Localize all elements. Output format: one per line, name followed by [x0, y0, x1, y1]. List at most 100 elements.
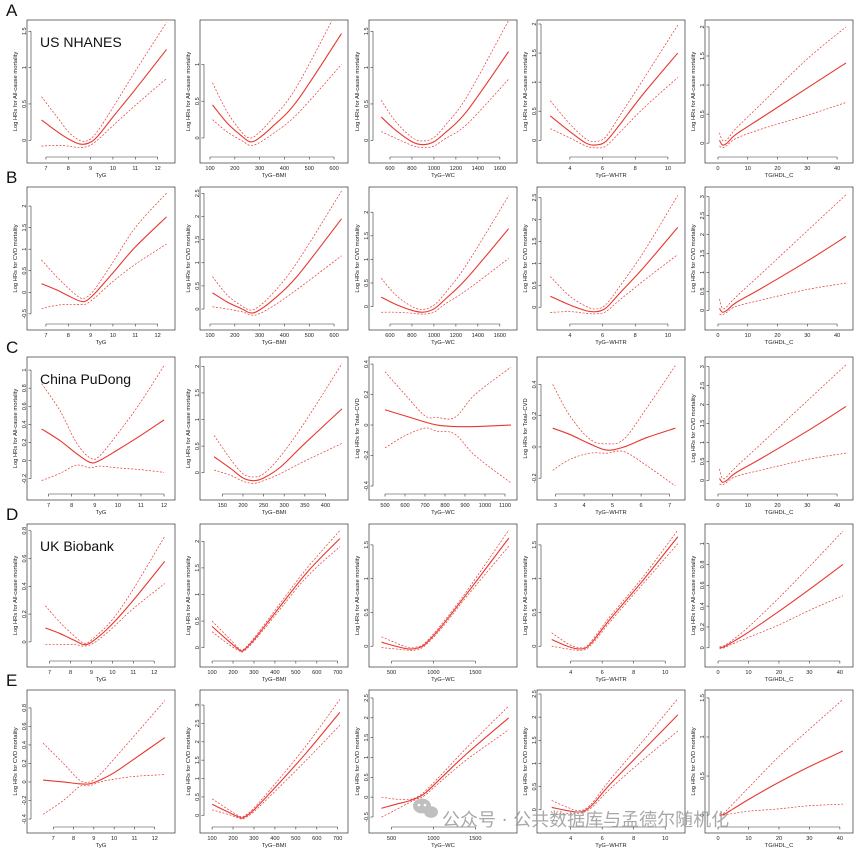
y-tick-label: 1.5 [195, 756, 201, 764]
y-tick-label: 0.4 [22, 741, 28, 749]
y-tick-label: 1 [22, 248, 28, 251]
y-tick-label: 0.2 [22, 439, 28, 447]
y-tick-label: 3 [700, 195, 706, 198]
x-axis-title: TyG−WHTR [595, 510, 626, 516]
x-tick-label: 10 [662, 836, 668, 842]
x-axis-title: TG/HDL_C [765, 843, 794, 849]
x-tick-label: 8 [72, 836, 75, 842]
x-axis-title: TG/HDL_C [765, 677, 794, 683]
upper-ci-curve [381, 529, 510, 649]
lower-ci-curve [552, 450, 676, 487]
spline-panel: 7 8 9 10 11 12 -0.4 -0.2 0 0.2 0.4 0.6 0.8 TyG Log HRs… [13, 689, 176, 849]
y-tick-label: 1 [195, 418, 201, 421]
x-tick-label: 10 [745, 333, 751, 339]
curve-group [380, 21, 510, 148]
x-tick-label: 11 [132, 333, 138, 339]
spline-panel: 100 200 300 400 500 600 0 0.5 1 TyG−BMI Log HRs fo… [186, 19, 349, 179]
x-tick-label: 10 [111, 836, 117, 842]
x-tick-label: 200 [230, 166, 239, 172]
x-tick-label: 500 [387, 836, 396, 842]
panel-frame [199, 19, 349, 164]
estimate-curve [211, 538, 341, 652]
y-tick-label: 1.5 [532, 49, 538, 57]
x-tick-label: 10 [665, 333, 671, 339]
spline-panel: 7 8 9 10 11 12 0 0.5 1 1.5 TyG Log HRs for All-caus… [13, 19, 176, 179]
lower-ci-curve [212, 64, 342, 146]
y-tick-label: 0.5 [364, 279, 370, 287]
y-axis-title: Log HRs for All-cause mortality [186, 52, 192, 132]
x-tick-label: 500 [291, 836, 300, 842]
cohort-label: China PuDong [40, 371, 131, 387]
upper-ci-curve [719, 194, 847, 310]
x-tick-label: 8 [67, 166, 70, 172]
x-tick-label: 500 [387, 670, 396, 676]
panel-frame [368, 186, 518, 331]
y-tick-label: 0.2 [22, 760, 28, 768]
upper-ci-curve [41, 365, 165, 460]
y-tick-label: 0 [22, 640, 28, 643]
curve-group [213, 363, 343, 484]
y-tick-label: 1.5 [22, 27, 28, 35]
x-axis-title: TyG−BMI [262, 340, 287, 346]
y-axis-title: Log HRs for All-cause mortality [355, 52, 361, 132]
y-axis-title: Log HRs for All-cause mortality [13, 52, 19, 132]
upper-ci-curve [212, 21, 333, 139]
lower-ci-curve [211, 725, 341, 820]
lower-ci-curve [719, 282, 847, 316]
x-tick-label: 30 [804, 333, 810, 339]
y-axis-title: Log HRs for All-cause mortality [691, 556, 697, 636]
spline-panel: 4 6 8 10 0 0.5 1 1.5 2 2.5 TyG−WHTR Log HRs for CVD… [523, 186, 686, 346]
x-tick-label: 10 [745, 503, 751, 509]
y-tick-label: 0 [195, 471, 201, 474]
wechat-bubble-icon [413, 798, 438, 818]
x-tick-label: 0 [716, 166, 719, 172]
x-tick-label: 600 [329, 333, 338, 339]
panel-frame [704, 689, 854, 834]
y-tick-label: 1.5 [700, 250, 706, 258]
x-tick-label: 6 [601, 836, 604, 842]
x-tick-label: 1500 [469, 670, 481, 676]
upper-ci-curve [212, 190, 342, 311]
spline-panel: 7 8 9 10 11 12 0 0.2 0.4 0.6 0.8 TyG Log HRs for All… [13, 523, 176, 683]
upper-ci-curve [719, 364, 847, 480]
x-tick-label: 500 [380, 503, 389, 509]
y-tick-label: 1 [195, 593, 201, 596]
y-tick-label: 0.5 [364, 773, 370, 781]
x-tick-label: 100 [205, 333, 214, 339]
x-tick-label: 10 [110, 333, 116, 339]
y-tick-label: 2 [22, 205, 28, 208]
lower-ci-curve [719, 803, 843, 817]
y-tick-label: -0.2 [364, 451, 370, 461]
y-tick-label: -0.2 [22, 474, 28, 484]
y-tick-label: 1 [700, 542, 706, 545]
row-letter-e: E [6, 671, 17, 690]
y-tick-label: -0.4 [22, 814, 28, 824]
x-tick-label: 8 [67, 333, 70, 339]
x-tick-label: 100 [205, 166, 214, 172]
spline-panel: 0 10 20 30 40 0 0.2 0.4 0.6 0.8 1 TG/HDL_C Log HRs f… [691, 523, 854, 683]
y-tick-label: 0.5 [532, 281, 538, 289]
x-tick-label: 1000 [427, 836, 439, 842]
y-tick-label: 1.5 [364, 232, 370, 240]
y-tick-label: 2 [195, 540, 201, 543]
lower-ci-curve [41, 243, 167, 310]
y-tick-label: 1.5 [532, 541, 538, 549]
panel-frame [199, 523, 349, 668]
y-tick-label: 0 [532, 645, 538, 648]
y-tick-label: 2 [532, 22, 538, 25]
y-tick-label: 0 [532, 445, 538, 448]
y-tick-label: 1 [700, 441, 706, 444]
x-tick-label: 12 [154, 166, 160, 172]
estimate-curve [43, 737, 166, 785]
panel-frame [536, 19, 686, 164]
y-tick-label: 0.5 [195, 442, 201, 450]
x-tick-label: 5 [611, 503, 614, 509]
x-tick-label: 300 [249, 836, 258, 842]
curve-group [380, 195, 510, 315]
y-tick-label: 1.5 [195, 389, 201, 397]
y-tick-label: 0.2 [532, 412, 538, 420]
x-tick-label: 8 [632, 836, 635, 842]
x-axis-title: TyG−BMI [262, 510, 287, 516]
estimate-curve [550, 227, 679, 313]
x-tick-label: 150 [218, 503, 227, 509]
